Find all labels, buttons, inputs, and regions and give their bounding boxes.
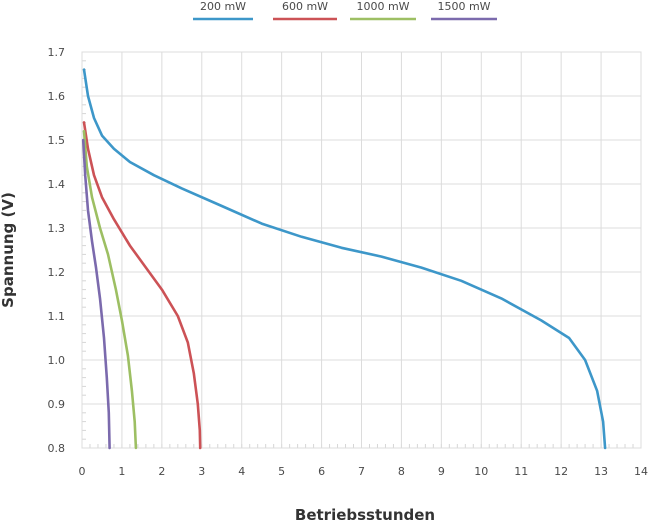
x-tick-label: 5 xyxy=(278,465,285,478)
x-tick-label: 12 xyxy=(554,465,568,478)
x-tick-label: 14 xyxy=(634,465,648,478)
y-axis-title: Spannung (V) xyxy=(0,192,17,308)
y-tick-label: 0.8 xyxy=(48,442,66,455)
y-tick-label: 1.6 xyxy=(48,90,66,103)
legend-label-1500-mw: 1500 mW xyxy=(437,0,490,13)
x-tick-label: 3 xyxy=(198,465,205,478)
y-tick-label: 1.2 xyxy=(48,266,66,279)
y-tick-label: 1.7 xyxy=(48,46,66,59)
x-tick-label: 6 xyxy=(318,465,325,478)
x-tick-label: 8 xyxy=(398,465,405,478)
x-tick-label: 2 xyxy=(158,465,165,478)
grid xyxy=(82,52,641,448)
y-tick-label: 1.5 xyxy=(48,134,66,147)
series-line-1500-mw xyxy=(83,140,109,448)
legend-label-1000-mw: 1000 mW xyxy=(356,0,409,13)
x-tick-label: 13 xyxy=(594,465,608,478)
x-tick-label: 1 xyxy=(118,465,125,478)
x-axis-title: Betriebsstunden xyxy=(295,506,435,521)
x-tick-label: 7 xyxy=(358,465,365,478)
x-tick-label: 4 xyxy=(238,465,245,478)
legend-label-200-mw: 200 mW xyxy=(200,0,246,13)
x-tick-label: 9 xyxy=(438,465,445,478)
legend-label-600-mw: 600 mW xyxy=(282,0,328,13)
y-tick-label: 1.0 xyxy=(48,354,66,367)
y-tick-label: 1.4 xyxy=(48,178,66,191)
y-tick-label: 1.1 xyxy=(48,310,66,323)
x-tick-label: 10 xyxy=(474,465,488,478)
legend: 200 mW 600 mW 1000 mW 1500 mW xyxy=(193,0,497,19)
x-tick-label: 0 xyxy=(79,465,86,478)
y-tick-label: 0.9 xyxy=(48,398,66,411)
series-line-600-mw xyxy=(84,122,200,448)
y-tick-label: 1.3 xyxy=(48,222,66,235)
series-line-1000-mw xyxy=(84,131,136,448)
x-tick-label: 11 xyxy=(514,465,528,478)
